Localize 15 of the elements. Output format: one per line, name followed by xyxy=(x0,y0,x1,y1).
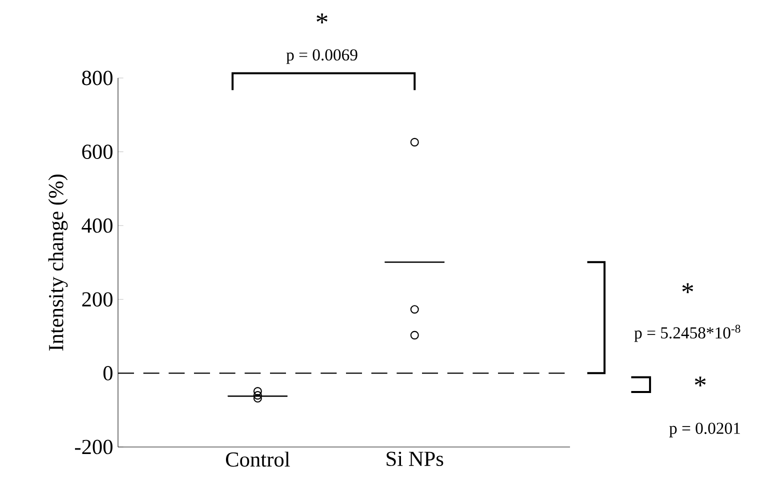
text: * xyxy=(316,14,328,24)
text: p = 5.2458*10$^{-8}$ xyxy=(634,324,740,342)
y-tick-label: 200 xyxy=(82,292,112,307)
x-tick-label: Si NPs xyxy=(386,452,444,466)
y-tick-label: 600 xyxy=(82,144,112,159)
y-tick-label: 0 xyxy=(103,366,112,380)
text: * xyxy=(694,376,706,386)
x-tick-label: Control xyxy=(226,452,290,467)
y-tick-label: -200 xyxy=(74,440,112,454)
y-tick-label: 800 xyxy=(82,70,112,86)
text: p = 0.0069 xyxy=(286,49,358,64)
y-axis-title: Intensity change (%) xyxy=(48,174,68,351)
y-tick-label: 400 xyxy=(82,218,112,233)
text: p = 0.0201 xyxy=(669,422,740,438)
text: * xyxy=(682,283,694,294)
